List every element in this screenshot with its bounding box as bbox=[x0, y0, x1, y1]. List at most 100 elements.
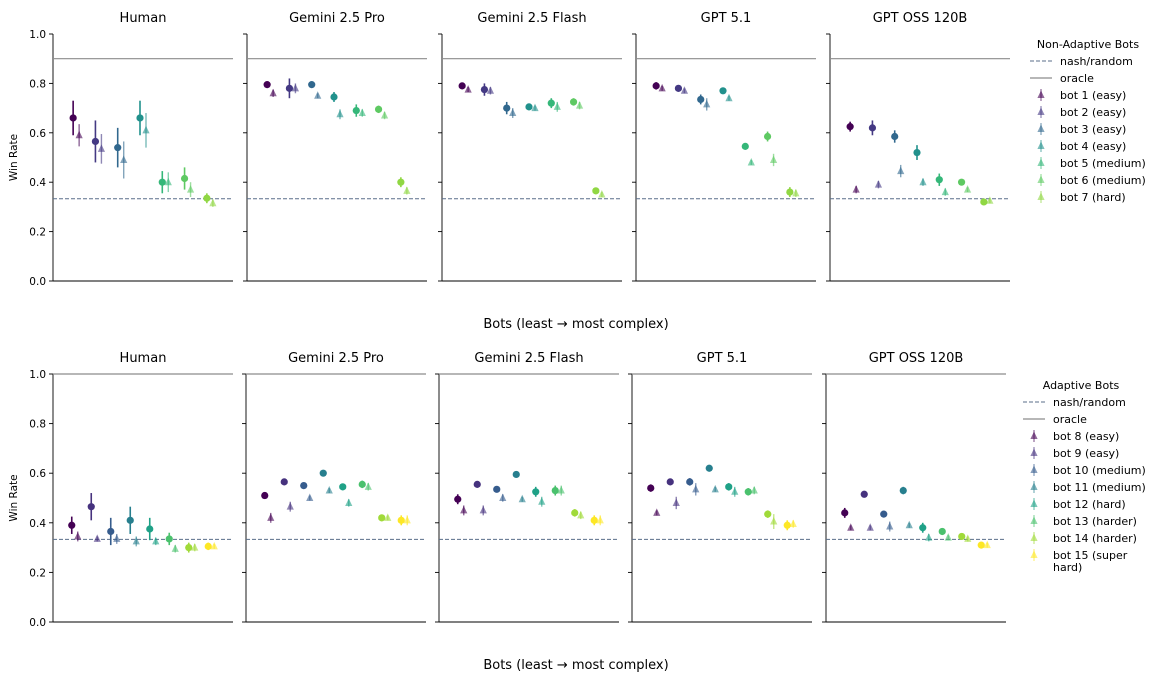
circle-point bbox=[374, 105, 383, 113]
circle-point bbox=[263, 81, 271, 89]
circle-point bbox=[87, 503, 95, 511]
triangle-point bbox=[358, 108, 366, 117]
legend-series-marker bbox=[1030, 499, 1038, 507]
triangle-point bbox=[336, 109, 344, 118]
y-tick-label: 0.8 bbox=[29, 78, 46, 90]
panel-0-1: Gemini 2.5 Pro bbox=[243, 11, 427, 282]
circle-point bbox=[69, 114, 77, 122]
circle-point bbox=[652, 82, 660, 90]
legend-series-marker bbox=[1037, 90, 1045, 98]
circle-point bbox=[741, 142, 749, 150]
triangle-point bbox=[74, 531, 82, 540]
triangle-point bbox=[874, 180, 883, 188]
circle-point bbox=[686, 478, 694, 486]
triangle-point bbox=[963, 185, 972, 193]
circle-point bbox=[203, 194, 211, 202]
legend-0: Non-Adaptive Bots nash/random oracle bot 1 … bbox=[1030, 38, 1146, 204]
circle-point bbox=[204, 542, 212, 550]
triangle-point bbox=[191, 543, 199, 551]
circle-point bbox=[525, 103, 533, 111]
circle-point bbox=[764, 510, 772, 518]
triangle-point bbox=[769, 155, 778, 163]
circle-point bbox=[165, 535, 173, 543]
circle-point bbox=[158, 178, 166, 186]
legend-series-label: bot 11 (medium) bbox=[1053, 481, 1146, 494]
legend-series-marker bbox=[1037, 192, 1045, 200]
legend-series-label: bot 15 (super bbox=[1053, 549, 1128, 562]
panel-title: Human bbox=[120, 351, 167, 366]
legend-series-marker bbox=[1030, 516, 1038, 524]
circle-point bbox=[319, 469, 327, 477]
legend-series-label: bot 3 (easy) bbox=[1060, 123, 1126, 136]
circle-point bbox=[136, 114, 144, 122]
circle-point bbox=[977, 541, 985, 549]
panel-title: Human bbox=[120, 11, 167, 26]
circle-point bbox=[913, 148, 921, 157]
legend-nash-label: nash/random bbox=[1060, 55, 1133, 68]
y-tick-label: 0.0 bbox=[29, 617, 46, 629]
triangle-point bbox=[267, 513, 275, 521]
circle-point bbox=[397, 516, 405, 524]
triangle-point bbox=[725, 93, 733, 102]
triangle-point bbox=[852, 185, 860, 193]
legend-series-marker bbox=[1037, 175, 1045, 183]
y-tick-label: 1.0 bbox=[29, 29, 46, 41]
triangle-point bbox=[731, 487, 739, 495]
circle-point bbox=[285, 84, 294, 92]
triangle-point bbox=[750, 486, 758, 494]
triangle-point bbox=[770, 517, 778, 525]
circle-point bbox=[68, 521, 76, 529]
circle-point bbox=[185, 544, 193, 552]
circle-point bbox=[674, 84, 683, 92]
panel-title: GPT OSS 120B bbox=[869, 351, 964, 366]
triangle-point bbox=[164, 177, 172, 186]
circle-point bbox=[339, 483, 347, 491]
triangle-point bbox=[531, 103, 539, 112]
y-axis-label: Win Rate bbox=[8, 134, 20, 181]
triangle-point bbox=[120, 155, 128, 163]
legend-series-label: bot 7 (hard) bbox=[1060, 191, 1126, 204]
legend-series-label: bot 8 (easy) bbox=[1053, 430, 1119, 443]
triangle-point bbox=[886, 522, 894, 530]
triangle-point bbox=[944, 533, 952, 541]
circle-point bbox=[352, 106, 360, 115]
triangle-point bbox=[789, 519, 797, 528]
y-axis-label: Win Rate bbox=[8, 474, 20, 521]
y-tick-label: 0.4 bbox=[29, 177, 46, 189]
legend-oracle-label: oracle bbox=[1053, 413, 1087, 426]
triangle-point bbox=[509, 108, 517, 117]
legend-series-label: bot 4 (easy) bbox=[1060, 140, 1126, 153]
triangle-point bbox=[97, 144, 106, 152]
legend-title: Adaptive Bots bbox=[1043, 379, 1120, 392]
circle-point bbox=[126, 516, 134, 524]
circle-point bbox=[378, 514, 386, 522]
triangle-point bbox=[792, 188, 800, 197]
triangle-point bbox=[518, 494, 526, 503]
circle-point bbox=[473, 480, 481, 488]
triangle-point bbox=[345, 498, 353, 506]
circle-point bbox=[493, 485, 501, 493]
panel-1-1: Gemini 2.5 Pro bbox=[242, 351, 426, 623]
circle-point bbox=[180, 174, 189, 183]
circle-point bbox=[725, 483, 733, 491]
triangle-point bbox=[703, 99, 711, 108]
panel-0-3: GPT 5.1 bbox=[632, 11, 816, 282]
circle-point bbox=[261, 491, 269, 500]
triangle-point bbox=[557, 486, 565, 494]
legend-series-marker bbox=[1030, 550, 1038, 558]
circle-point bbox=[935, 176, 943, 184]
circle-point bbox=[919, 524, 927, 532]
legend-oracle-label: oracle bbox=[1060, 72, 1094, 85]
triangle-point bbox=[538, 497, 546, 505]
panel-title: GPT 5.1 bbox=[697, 351, 748, 366]
panel-1-0: Human 0.0 0.2 0.4 0.6 0.8 1.0 Win Rate bbox=[8, 351, 233, 629]
triangle-point bbox=[142, 125, 150, 134]
circle-point bbox=[705, 464, 713, 472]
triangle-point bbox=[680, 86, 689, 94]
triangle-point bbox=[384, 513, 392, 521]
legend-series-label: bot 2 (easy) bbox=[1060, 106, 1126, 119]
circle-point bbox=[868, 124, 877, 132]
triangle-point bbox=[314, 91, 322, 99]
circle-point bbox=[719, 87, 727, 95]
